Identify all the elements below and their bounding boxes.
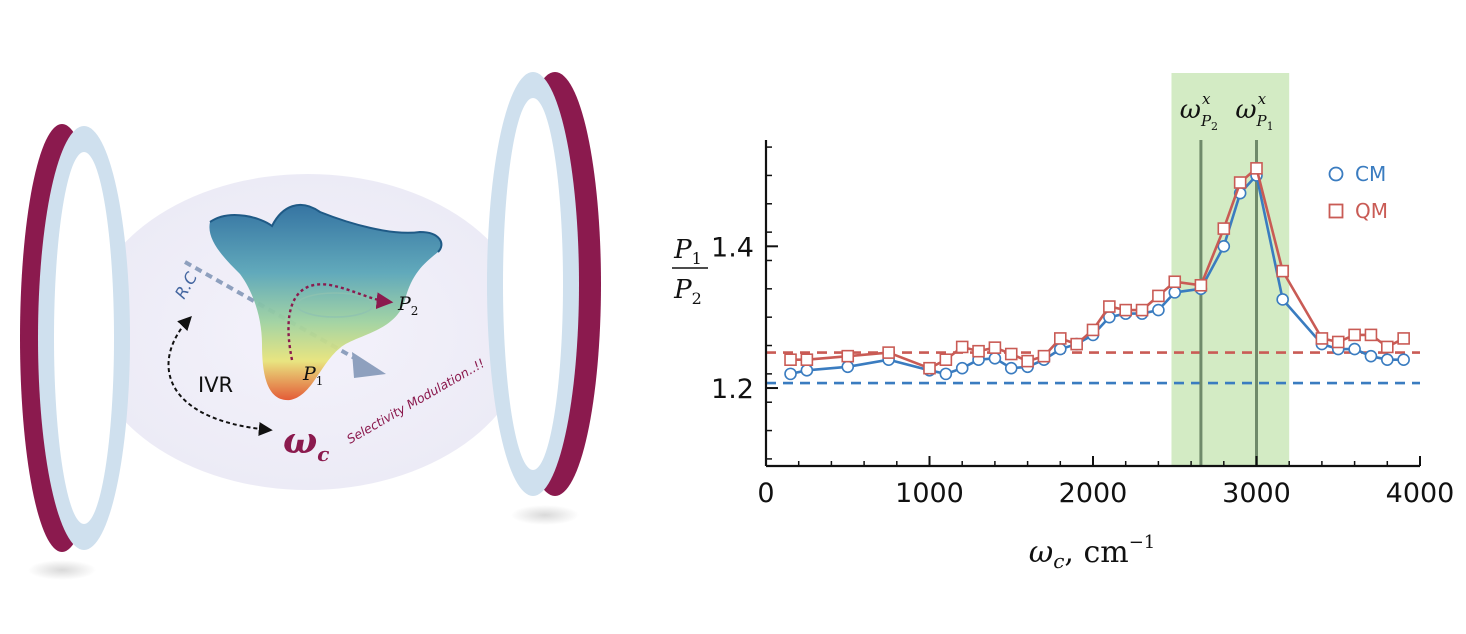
data-point-qm: [1103, 300, 1116, 313]
data-point-qm: [923, 361, 936, 375]
right-cavity-mirror: [487, 72, 601, 525]
data-point-qm: [800, 353, 814, 366]
reference-lines: [766, 351, 1420, 385]
svg-text:P1: P1: [673, 235, 702, 268]
product-path-arrow: [287, 283, 394, 361]
data-point-cm: [1054, 342, 1067, 356]
data-point-qm: [1037, 349, 1051, 363]
cavity-frequency-label: ωc: [283, 420, 329, 466]
resonance-label-1: ωP2x: [1180, 90, 1218, 133]
data-point-qm: [1217, 222, 1231, 235]
data-point-cm: [784, 367, 797, 381]
data-point-qm: [939, 353, 953, 366]
data-point-cm: [1348, 342, 1361, 356]
series-qm: [784, 162, 1410, 375]
data-point-cm: [841, 360, 855, 374]
x-tick-label: 4000: [1386, 478, 1455, 509]
data-point-qm: [841, 349, 855, 363]
data-point-cm: [1152, 303, 1165, 317]
data-point-cm: [1276, 293, 1289, 306]
x-tick-label: 1000: [895, 478, 964, 509]
data-point-qm: [1168, 275, 1182, 289]
data-point-qm: [1233, 176, 1247, 189]
legend-marker-cm: [1328, 166, 1344, 182]
y-tick-label: 1.2: [711, 374, 754, 405]
series-cm: [784, 169, 1410, 381]
data-point-cm: [955, 361, 969, 375]
legend-label-qm: QM: [1355, 199, 1388, 223]
data-point-qm: [1194, 278, 1208, 292]
ivr-label: IVR: [198, 373, 233, 397]
product1-label: P1: [302, 363, 323, 388]
resonance-lines: [1199, 140, 1258, 466]
data-point-qm: [1004, 347, 1018, 361]
data-point-cm: [800, 364, 814, 377]
y-tick-label: 1.4: [711, 232, 754, 263]
data-point-cm: [1217, 240, 1231, 253]
data-point-cm: [1364, 349, 1378, 363]
data-point-cm: [1168, 286, 1182, 299]
data-point-qm: [1331, 335, 1345, 349]
product2-label: P2: [397, 293, 418, 318]
data-point-cm: [939, 367, 953, 381]
data-point-qm: [972, 344, 985, 358]
resonance-labels: ωP2x ωP1x: [1180, 90, 1274, 133]
x-tick-label: 3000: [1222, 478, 1291, 509]
data-point-cm: [1004, 361, 1018, 375]
data-point-cm: [988, 351, 1002, 365]
resonance-highlight-band: [1171, 73, 1290, 466]
legend-label-cm: CM: [1355, 162, 1386, 186]
x-tick-label: 0: [757, 478, 774, 509]
data-point-qm: [988, 341, 1002, 354]
data-point-qm: [1381, 340, 1394, 354]
y-axis-label: P1 P2: [672, 235, 708, 308]
svg-text:P2: P2: [673, 275, 702, 308]
x-tick-label: 2000: [1059, 478, 1128, 509]
data-point-qm: [1276, 264, 1289, 278]
data-point-qm: [1119, 303, 1132, 317]
chart-axes: 0 1000 2000 3000 4000 1.2 1.4: [711, 140, 1454, 509]
data-point-qm: [784, 353, 797, 366]
data-point-qm: [882, 346, 895, 359]
data-point-qm: [1250, 162, 1263, 175]
selectivity-chart: 0 1000 2000 3000 4000 1.2 1.4 ωP2x ωP1x CM QM ωc…: [672, 73, 1454, 573]
resonance-label-2: ωP1x: [1235, 90, 1273, 133]
series-line-cm: [790, 172, 1404, 376]
chart-legend: CM QM: [1328, 162, 1388, 223]
data-point-qm: [1070, 337, 1083, 351]
data-point-qm: [1364, 328, 1378, 342]
data-point-qm: [1348, 328, 1361, 342]
data-point-qm: [1152, 289, 1165, 303]
data-point-qm: [955, 340, 969, 354]
ivr-arrow: [167, 315, 273, 436]
data-point-qm: [1397, 332, 1410, 345]
cavity-illustration: P1 P2 R.C IVR ωc Selectivity Modulation.…: [20, 72, 601, 580]
x-axis-label: ωc, cm−1: [1029, 532, 1156, 573]
legend-marker-qm: [1328, 203, 1344, 219]
data-point-cm: [1381, 353, 1394, 366]
data-point-qm: [1135, 303, 1149, 317]
data-point-qm: [1054, 332, 1067, 345]
data-point-qm: [1086, 323, 1100, 337]
data-point-cm: [1397, 353, 1410, 366]
data-point-qm: [1021, 354, 1034, 368]
left-cavity-mirror: [20, 124, 130, 580]
series-layer: [784, 162, 1410, 381]
data-point-qm: [1315, 332, 1329, 345]
